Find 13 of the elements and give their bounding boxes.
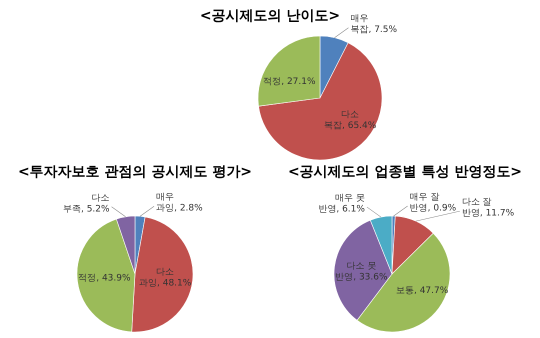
chart-title: <공시제도의 난이도>	[200, 8, 340, 24]
slice-label: 적정, 27.1%	[263, 76, 316, 87]
slice-label: 다소 과잉, 48.1%	[139, 267, 192, 288]
slice-label: 매우 못 반영, 6.1%	[318, 194, 366, 215]
slice-label: 매우 복잡, 7.5%	[350, 14, 398, 36]
slice-label: 다소 부족, 5.2%	[62, 193, 110, 214]
chart-title: <투자자보호 관점의 공시제도 평가>	[18, 164, 252, 180]
slice-label: 적정, 43.9%	[78, 273, 131, 284]
slice-label: 다소 못 반영, 33.6%	[335, 261, 388, 282]
chart-title: <공시제도의 업종별 특성 반영정도>	[288, 164, 522, 180]
slice-label: 다소 잘 반영, 11.7%	[462, 198, 515, 219]
slice-label: 매우 잘 반영, 0.9%	[410, 192, 457, 214]
slice-label: 매우 과잉, 2.8%	[156, 192, 204, 214]
